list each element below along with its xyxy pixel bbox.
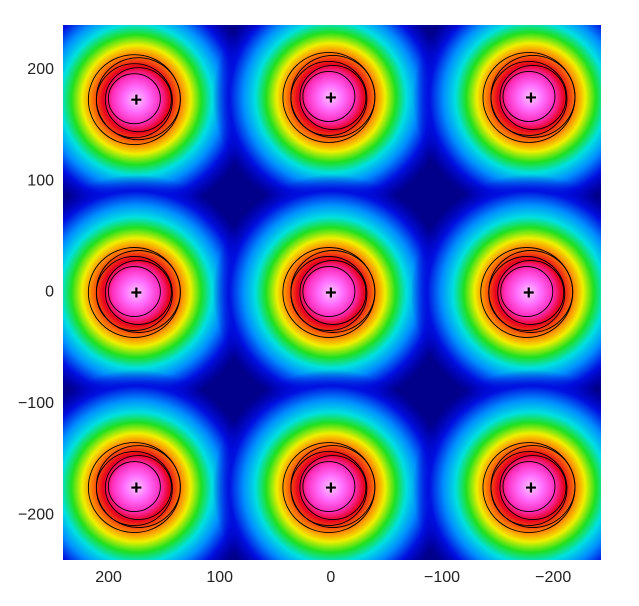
spot — [63, 369, 255, 560]
contour — [87, 54, 181, 146]
point-marker — [525, 92, 536, 103]
x-tick-label: 200 — [95, 569, 122, 586]
contour — [104, 67, 172, 133]
point-marker — [325, 287, 336, 298]
contour — [302, 461, 356, 513]
contour — [282, 442, 376, 534]
x-tick-label: −100 — [424, 569, 460, 586]
contour — [482, 51, 576, 143]
contour — [87, 442, 181, 534]
contour — [104, 260, 172, 325]
contour — [107, 266, 161, 317]
spot — [410, 174, 601, 411]
x-tick-label: −200 — [535, 569, 571, 586]
x-tick-label: 0 — [326, 569, 335, 586]
contour — [104, 455, 172, 521]
point-marker — [523, 287, 534, 298]
point-marker — [525, 482, 536, 493]
spot — [212, 25, 449, 216]
image — [63, 25, 601, 560]
contour — [500, 266, 554, 317]
contour — [107, 73, 161, 125]
contour — [497, 260, 565, 325]
contour — [299, 455, 367, 521]
contour — [282, 51, 376, 143]
contour — [107, 461, 161, 513]
spot — [63, 174, 255, 411]
x-tick-label: 100 — [206, 569, 233, 586]
contour — [499, 455, 567, 521]
contour — [299, 64, 367, 130]
y-tick-label: 200 — [27, 61, 54, 78]
point-marker — [325, 482, 336, 493]
spot — [63, 25, 255, 218]
y-tick-label: 0 — [45, 284, 54, 301]
contour — [299, 260, 367, 325]
contour — [482, 442, 576, 534]
spot — [212, 369, 449, 560]
point-marker — [131, 482, 142, 493]
contour — [499, 64, 567, 130]
y-tick-label: −200 — [18, 507, 54, 524]
y-tick-label: −100 — [18, 395, 54, 412]
contour — [302, 70, 356, 122]
contour — [87, 247, 181, 338]
point-marker — [131, 94, 142, 105]
y-tick-label: 100 — [27, 172, 54, 189]
point-marker — [131, 287, 142, 298]
contour — [502, 70, 556, 122]
contour — [302, 266, 356, 317]
contour — [502, 461, 556, 513]
point-marker — [325, 92, 336, 103]
contour — [480, 247, 574, 338]
contour — [282, 247, 376, 338]
